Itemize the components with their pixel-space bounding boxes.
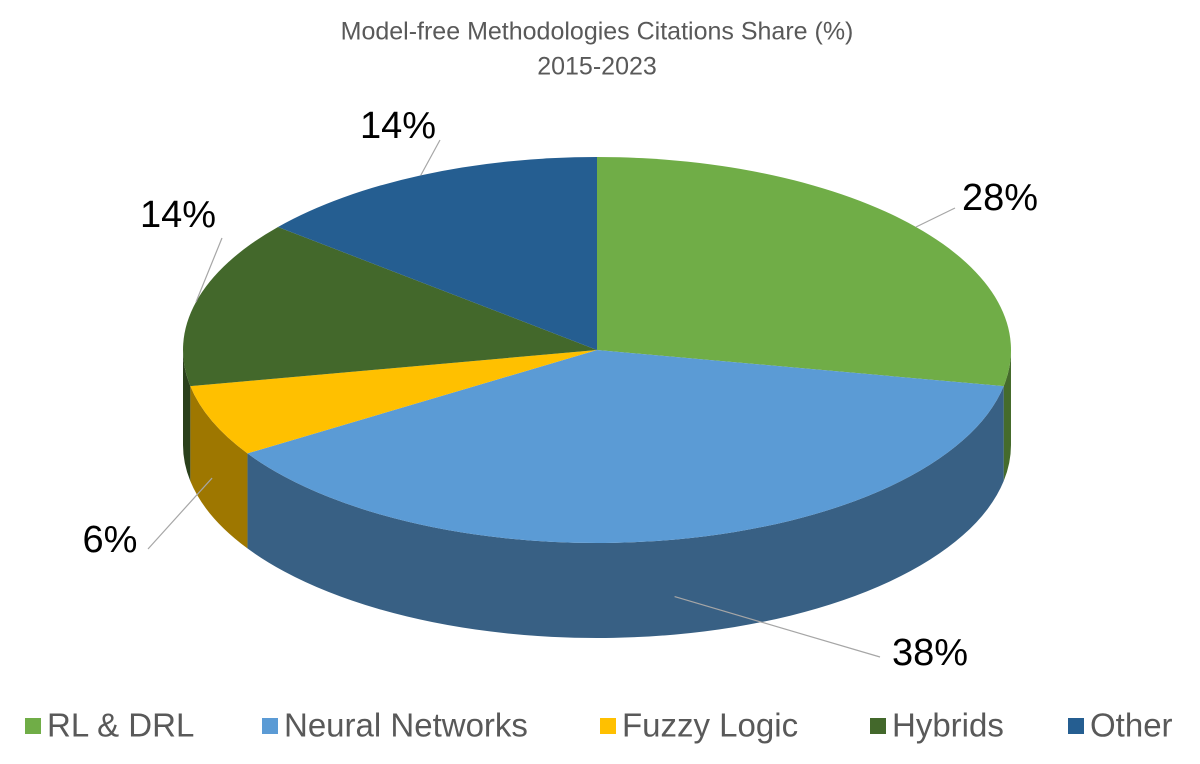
legend-swatch [25, 718, 41, 734]
leader-line [147, 477, 213, 550]
leader-line [420, 139, 441, 176]
slice [597, 157, 1011, 387]
legend-label: RL & DRL [47, 707, 194, 744]
value-label: 28% [962, 177, 1038, 219]
slice [183, 226, 598, 387]
leader-line [915, 207, 956, 228]
slice [278, 157, 597, 350]
legend-swatch [1068, 718, 1084, 734]
leader-line [674, 596, 881, 658]
leader-line [195, 237, 223, 303]
legend-label: Hybrids [892, 707, 1004, 744]
legend-swatch [262, 718, 278, 734]
chart-subtitle: 2015-2023 [537, 53, 657, 81]
legend-swatch [600, 718, 616, 734]
slice-side [1003, 350, 1011, 482]
slice-side [183, 350, 191, 482]
slice [247, 350, 1004, 543]
value-label: 6% [83, 519, 138, 561]
legend-label: Neural Networks [284, 707, 528, 744]
legend-label: Other [1090, 707, 1173, 744]
slice-side [247, 386, 1004, 638]
slice-side [190, 386, 248, 549]
legend-label: Fuzzy Logic [622, 707, 798, 744]
value-label: 14% [360, 105, 436, 147]
chart-title: Model-free Methodologies Citations Share… [341, 18, 854, 46]
slice [190, 350, 598, 454]
value-label: 14% [140, 194, 216, 236]
legend-swatch [870, 718, 886, 734]
value-label: 38% [892, 632, 968, 674]
